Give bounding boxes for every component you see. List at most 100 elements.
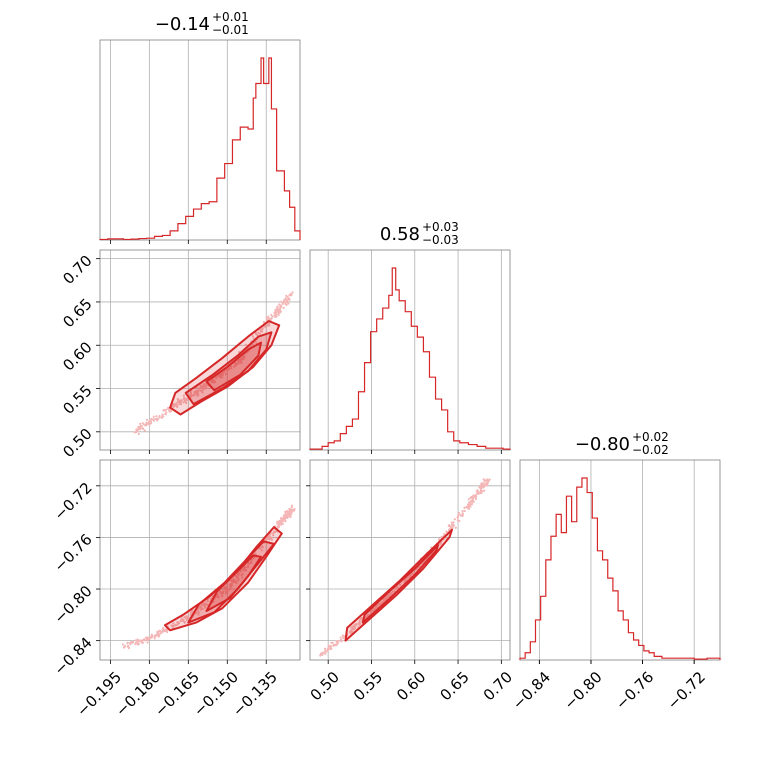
scatter-frame <box>309 459 511 661</box>
sample-point <box>193 390 196 394</box>
sample-point <box>196 608 199 612</box>
sample-point <box>179 620 182 623</box>
pair-panel-1-2 <box>319 478 491 657</box>
sample-point <box>221 595 224 598</box>
sample-point <box>409 573 412 576</box>
histogram-step-0 <box>99 57 301 241</box>
sample-point <box>148 419 152 423</box>
histogram-step-1 <box>309 267 511 450</box>
sample-point <box>134 642 137 646</box>
sample-point <box>172 402 175 406</box>
sample-point <box>183 396 186 399</box>
sample-point <box>478 486 481 489</box>
sample-point <box>179 399 182 402</box>
sample-point <box>479 489 482 492</box>
sample-point <box>246 566 250 569</box>
sample-point <box>242 355 245 358</box>
sample-point <box>195 389 198 393</box>
sample-point <box>146 638 149 642</box>
sample-point <box>276 310 279 313</box>
sample-point <box>351 627 354 631</box>
sample-point <box>341 634 344 637</box>
sample-point <box>337 640 340 643</box>
pair-panel-0-2 <box>121 504 296 650</box>
sample-point <box>139 639 142 642</box>
pair-panel-0-1 <box>133 291 294 436</box>
sample-point <box>196 394 199 397</box>
sample-point <box>216 594 219 598</box>
sample-point <box>243 565 246 569</box>
sample-point <box>176 622 180 626</box>
sample-point <box>136 643 139 646</box>
sample-point <box>321 651 324 654</box>
sample-point <box>285 514 289 517</box>
sample-point <box>235 363 238 367</box>
sample-point <box>149 422 153 425</box>
sample-point <box>192 393 195 396</box>
sample-point <box>148 423 151 426</box>
sample-point <box>240 358 243 361</box>
sample-point <box>224 592 228 595</box>
sample-point <box>360 617 363 620</box>
sample-point <box>461 510 464 513</box>
sample-point <box>284 297 287 300</box>
sample-point <box>336 642 339 646</box>
sample-point <box>394 587 397 590</box>
sample-point <box>228 588 231 591</box>
sample-point <box>484 482 487 485</box>
sample-point <box>283 519 287 522</box>
sample-point <box>158 629 162 632</box>
x-tick-label: 0.55 <box>350 668 386 704</box>
sample-point <box>378 603 382 606</box>
sample-point <box>223 586 226 589</box>
sample-point <box>221 373 224 376</box>
title-minus: −0.03 <box>422 233 459 247</box>
title-value: 0.58 <box>380 224 420 245</box>
sample-point <box>475 490 478 493</box>
histogram-frame <box>519 459 721 661</box>
sample-point <box>165 408 168 411</box>
sample-point <box>472 500 475 503</box>
x-tick-label: 0.50 <box>307 668 343 704</box>
sample-point <box>182 394 185 397</box>
sample-point <box>257 331 260 334</box>
sample-point <box>185 616 189 619</box>
title-value: −0.14 <box>155 14 210 35</box>
sample-point <box>261 545 264 549</box>
panel-title: −0.14 +0.01−0.01 <box>155 10 249 37</box>
title-plus: +0.01 <box>212 10 249 24</box>
sample-point <box>210 380 213 383</box>
sample-point <box>285 303 288 307</box>
sample-point <box>483 479 486 483</box>
density-contour <box>205 554 262 612</box>
sample-point <box>272 531 275 535</box>
sample-point <box>175 402 178 405</box>
sample-point <box>242 567 245 570</box>
sample-point <box>230 582 233 585</box>
density-contour <box>361 544 440 624</box>
sample-point <box>391 590 394 593</box>
sample-point <box>467 498 470 501</box>
title-value: −0.80 <box>575 434 630 455</box>
sample-point <box>280 516 283 520</box>
sample-point <box>212 381 215 384</box>
sample-point <box>138 427 141 430</box>
sample-point <box>176 405 179 408</box>
sample-point <box>449 525 452 528</box>
sample-point <box>162 629 165 632</box>
sample-point <box>474 493 477 497</box>
sample-point <box>480 491 483 494</box>
sample-point <box>271 315 274 318</box>
sample-point <box>238 359 241 362</box>
sample-point <box>251 335 254 338</box>
sample-point <box>145 418 149 421</box>
sample-point <box>279 522 283 525</box>
sample-point <box>183 398 187 401</box>
sample-point <box>152 415 155 418</box>
sample-point <box>178 402 181 405</box>
sample-point <box>137 432 140 436</box>
sample-point <box>243 569 246 572</box>
sample-point <box>330 647 333 650</box>
sample-point <box>270 538 274 541</box>
sample-point <box>454 526 457 529</box>
